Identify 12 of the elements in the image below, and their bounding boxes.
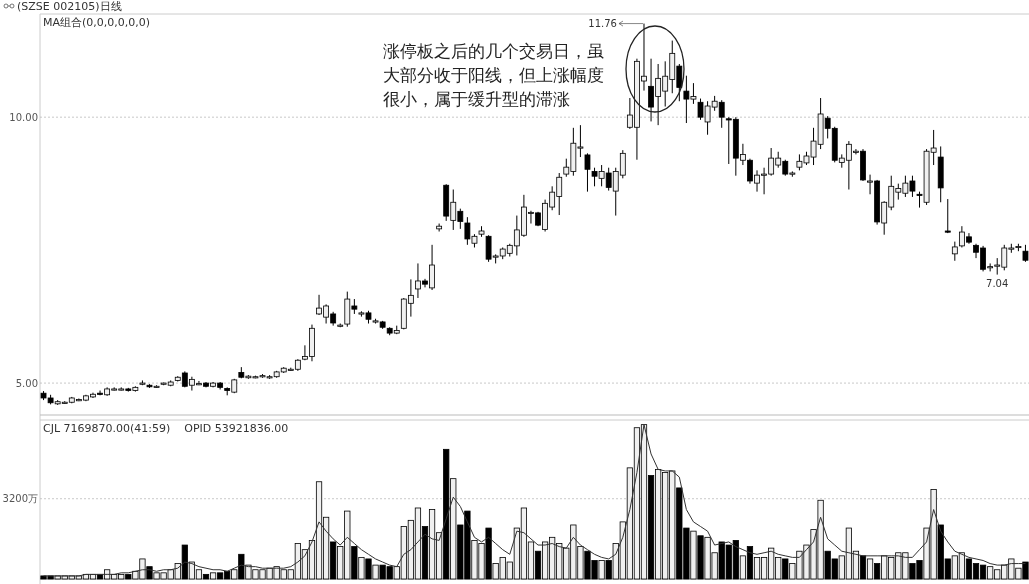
y-tick-label: 5.00 <box>15 377 38 389</box>
chart-subtitle: CJL 7169870.00(41:59) OPID 53921836.00 <box>43 422 289 435</box>
candlestick <box>436 223 443 233</box>
y-tick-label: 10.00 <box>9 111 38 123</box>
annotation: 7.04 <box>986 277 1009 289</box>
chart-title: (SZSE 002105)日线 <box>17 0 122 13</box>
annotation: 11.76 <box>588 18 617 30</box>
ref-line-label: 3200万 <box>2 493 38 505</box>
candlestick <box>584 152 591 193</box>
annotation: 涨停板之后的几个交易日，虽大部分收于阳线，但上涨幅度很小，属于缓升型的滞涨 <box>383 41 604 109</box>
candlestick <box>944 198 951 234</box>
chart-subtitle: MA组合(0,0,0,0,0,0) <box>43 16 151 29</box>
